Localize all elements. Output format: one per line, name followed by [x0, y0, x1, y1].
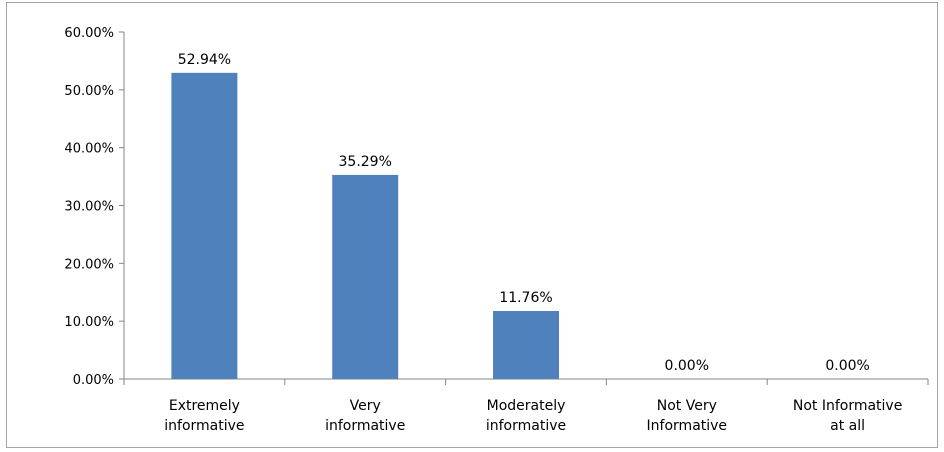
y-tick-label: 30.00%: [64, 200, 114, 215]
y-tick-label: 0.00%: [73, 373, 114, 388]
data-label: 0.00%: [825, 358, 869, 374]
x-category-label: Extremely: [169, 398, 240, 414]
bar: [332, 174, 399, 379]
x-category-label: Not Informative: [793, 398, 902, 414]
y-tick-label: 10.00%: [64, 315, 114, 330]
y-tick-label: 50.00%: [64, 84, 114, 99]
bar: [493, 310, 559, 379]
x-category-label: Not Very: [657, 398, 717, 414]
x-category-label: at all: [830, 418, 865, 434]
x-category-label: informative: [164, 418, 244, 434]
data-label: 0.00%: [665, 358, 709, 374]
data-label: 52.94%: [178, 52, 231, 68]
x-category-label: informative: [325, 418, 405, 434]
x-category-label: informative: [486, 418, 566, 434]
x-category-label: Informative: [647, 418, 728, 434]
x-category-label: Moderately: [487, 398, 566, 414]
y-tick-label: 60.00%: [64, 26, 114, 41]
y-tick-label: 40.00%: [64, 142, 114, 157]
chart-frame: [6, 2, 938, 448]
y-tick-label: 20.00%: [64, 257, 114, 272]
data-label: 35.29%: [339, 154, 392, 170]
data-label: 11.76%: [499, 290, 552, 306]
bar: [171, 72, 238, 380]
x-category-label: Very: [350, 398, 381, 414]
